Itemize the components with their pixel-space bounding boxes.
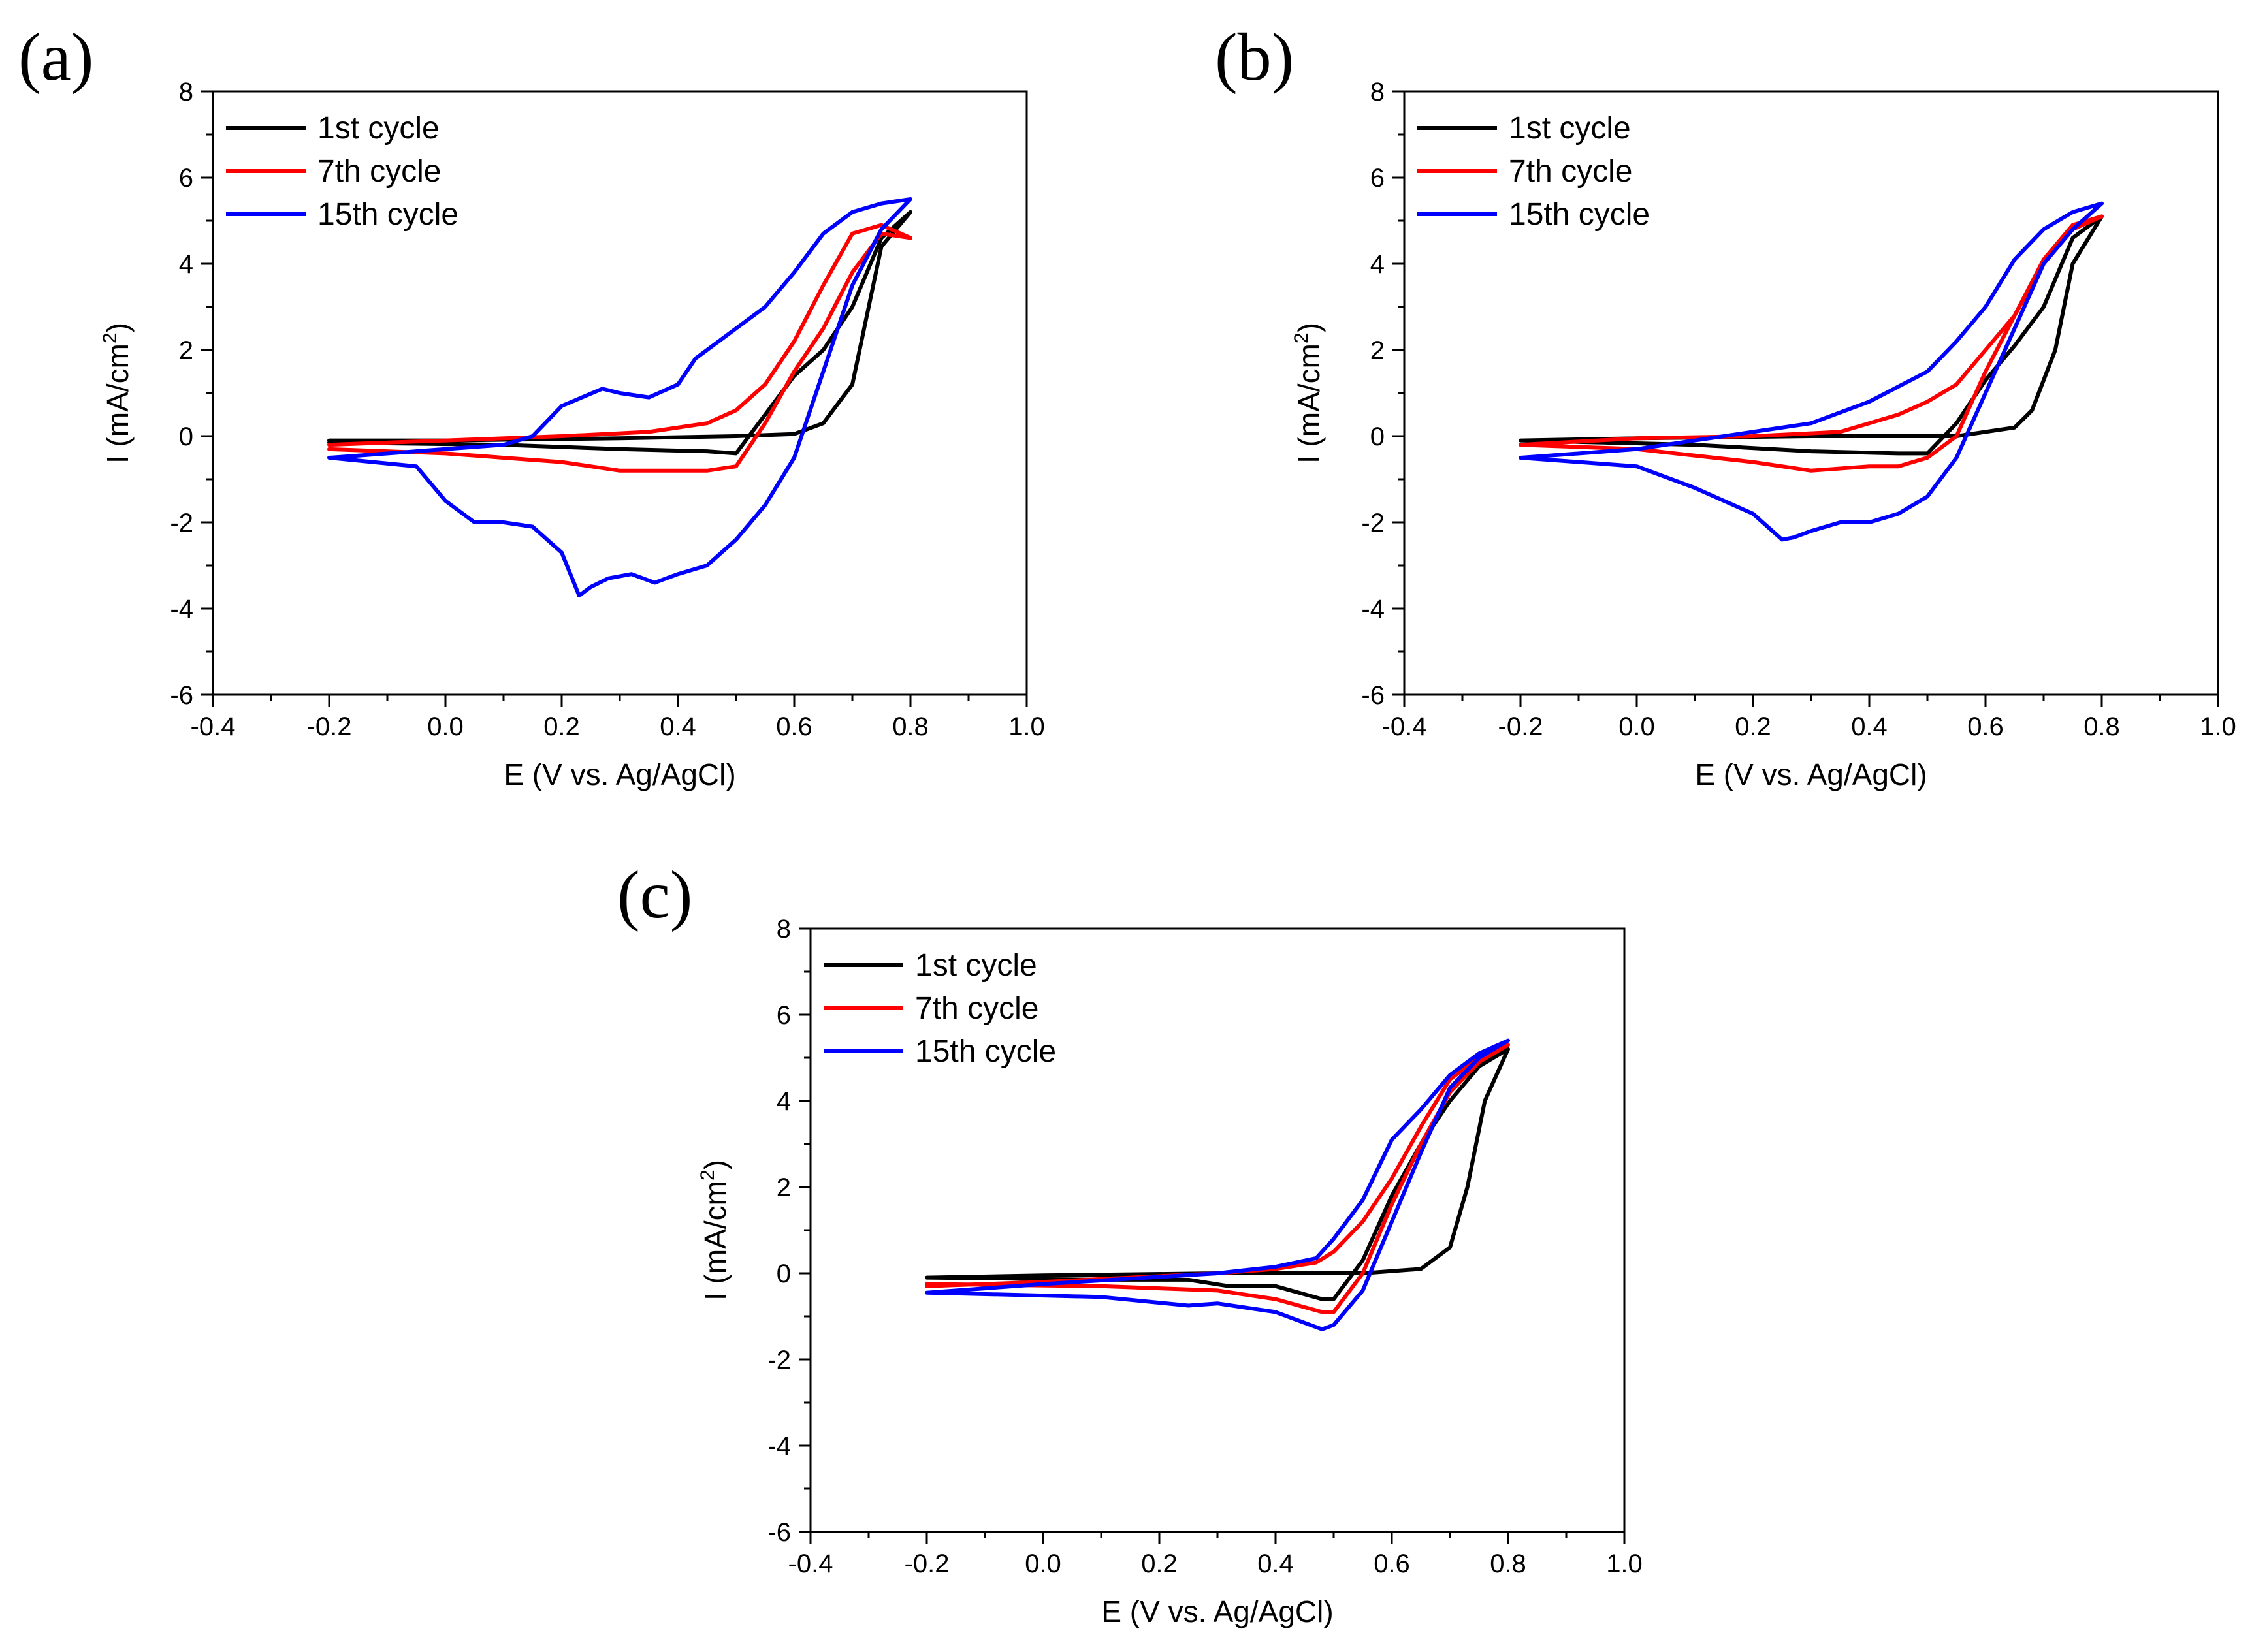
x-tick-label: 0.8 <box>892 712 929 741</box>
x-tick-label: -0.2 <box>905 1549 950 1578</box>
y-tick-label: 2 <box>777 1173 791 1202</box>
x-tick-label: 1.0 <box>2200 712 2236 741</box>
y-tick-label: 8 <box>777 915 791 944</box>
x-tick-label: 0.2 <box>1141 1549 1178 1578</box>
y-tick-label: -2 <box>1361 509 1385 537</box>
x-tick-label: 1.0 <box>1008 712 1045 741</box>
y-tick-label: -4 <box>1361 595 1385 624</box>
x-tick-label: 0.2 <box>543 712 580 741</box>
y-axis-title-main: I (mA/cm <box>698 1181 732 1301</box>
y-axis-title-superscript: 2 <box>697 1169 718 1181</box>
panel-label: (a) <box>18 20 93 95</box>
y-axis-title: I (mA/cm2) <box>99 323 135 464</box>
x-axis-title: E (V vs. Ag/AgCl) <box>1695 757 1927 791</box>
y-tick-label: -6 <box>170 681 193 710</box>
x-tick-label: -0.4 <box>788 1549 833 1578</box>
series-line-1st-cycle <box>327 210 912 456</box>
x-tick-label: 0.6 <box>1967 712 2004 741</box>
legend-label: 7th cycle <box>317 154 441 189</box>
y-tick-label: -6 <box>767 1518 791 1547</box>
x-axis-title: E (V vs. Ag/AgCl) <box>1101 1595 1333 1628</box>
y-tick-label: 0 <box>777 1260 791 1288</box>
y-tick-label: -6 <box>1361 681 1385 710</box>
x-tick-label: 0.6 <box>1374 1549 1410 1578</box>
series-line-15th-cycle <box>925 1038 1510 1331</box>
y-tick-label: 2 <box>179 336 193 365</box>
y-tick-label: 2 <box>1370 336 1385 365</box>
y-axis-title-close: ) <box>1292 323 1326 332</box>
x-tick-label: -0.4 <box>1382 712 1427 741</box>
y-axis-title-main: I (mA/cm <box>1292 343 1326 464</box>
x-tick-label: 0.4 <box>1851 712 1888 741</box>
series-line-15th-cycle <box>327 197 912 598</box>
panel-label: (b) <box>1215 20 1294 95</box>
x-tick-label: 0.0 <box>427 712 464 741</box>
y-tick-label: -4 <box>767 1432 791 1461</box>
legend-label: 15th cycle <box>317 197 458 232</box>
legend-label: 1st cycle <box>915 948 1037 983</box>
y-tick-label: 6 <box>777 1001 791 1030</box>
x-tick-label: 0.4 <box>660 712 696 741</box>
x-tick-label: 0.8 <box>2083 712 2120 741</box>
y-axis-title-close: ) <box>698 1160 732 1169</box>
y-axis-title: I (mA/cm2) <box>697 1160 732 1301</box>
x-tick-label: 0.4 <box>1257 1549 1294 1578</box>
y-tick-label: 0 <box>1370 422 1385 451</box>
x-tick-label: 0.2 <box>1735 712 1771 741</box>
x-tick-label: 0.6 <box>776 712 812 741</box>
legend-label: 1st cycle <box>317 111 440 146</box>
legend-label: 7th cycle <box>915 991 1038 1026</box>
legend: 1st cycle 7th cycle 15th cycle <box>1417 111 1650 232</box>
y-axis-title-superscript: 2 <box>1291 332 1312 343</box>
chart-panel-c: (c) -0.4 -0.2 0.0 0.2 0.4 0.6 0.8 1.0 -6 -4 -2 0 2 4 6 8… <box>617 857 1643 1628</box>
y-tick-label: 6 <box>179 164 193 193</box>
legend-label: 15th cycle <box>915 1034 1056 1069</box>
chart-panel-b: (b) -0.4 -0.2 0.0 0.2 0.4 0.6 0.8 1.0 -6 -4 -2 0 2 4 6 8… <box>1215 20 2236 791</box>
y-tick-label: 8 <box>1370 78 1385 106</box>
x-tick-label: 0.0 <box>1618 712 1655 741</box>
legend-label: 15th cycle <box>1509 197 1650 232</box>
series-line-1st-cycle <box>925 1047 1510 1301</box>
legend-label: 7th cycle <box>1509 154 1632 189</box>
x-tick-label: 0.0 <box>1025 1549 1061 1578</box>
y-tick-label: 4 <box>777 1087 791 1116</box>
x-axis-title: E (V vs. Ag/AgCl) <box>504 757 735 791</box>
x-tick-label: -0.4 <box>191 712 236 741</box>
legend: 1st cycle 7th cycle 15th cycle <box>226 111 458 232</box>
series-line-7th-cycle <box>327 223 912 473</box>
y-axis-title-main: I (mA/cm <box>101 343 135 464</box>
legend: 1st cycle 7th cycle 15th cycle <box>824 948 1056 1069</box>
series-line-7th-cycle <box>925 1043 1510 1314</box>
series-line-1st-cycle <box>1519 214 2104 456</box>
x-tick-label: 0.8 <box>1490 1549 1526 1578</box>
y-tick-label: 6 <box>1370 164 1385 193</box>
y-axis-title: I (mA/cm2) <box>1291 323 1326 464</box>
y-axis-title-superscript: 2 <box>99 332 121 343</box>
panel-label: (c) <box>617 857 692 932</box>
y-tick-label: 4 <box>179 250 193 279</box>
y-tick-label: -2 <box>170 509 193 537</box>
x-tick-label: 1.0 <box>1606 1549 1643 1578</box>
y-tick-label: 8 <box>179 78 193 106</box>
y-tick-label: 4 <box>1370 250 1385 279</box>
chart-panel-a: (a) -0.4 -0.2 0.0 0.2 0.4 0.6 0.8 1.0 -6 -4 -2 0 2 4 6 8… <box>18 20 1045 791</box>
x-tick-label: -0.2 <box>307 712 352 741</box>
x-tick-label: -0.2 <box>1498 712 1543 741</box>
series-line-15th-cycle <box>1519 201 2104 542</box>
legend-label: 1st cycle <box>1509 111 1631 146</box>
y-tick-label: -4 <box>170 595 193 624</box>
y-tick-label: -2 <box>767 1346 791 1374</box>
y-axis-title-close: ) <box>101 323 135 332</box>
series-line-7th-cycle <box>1519 214 2104 473</box>
y-tick-label: 0 <box>179 422 193 451</box>
